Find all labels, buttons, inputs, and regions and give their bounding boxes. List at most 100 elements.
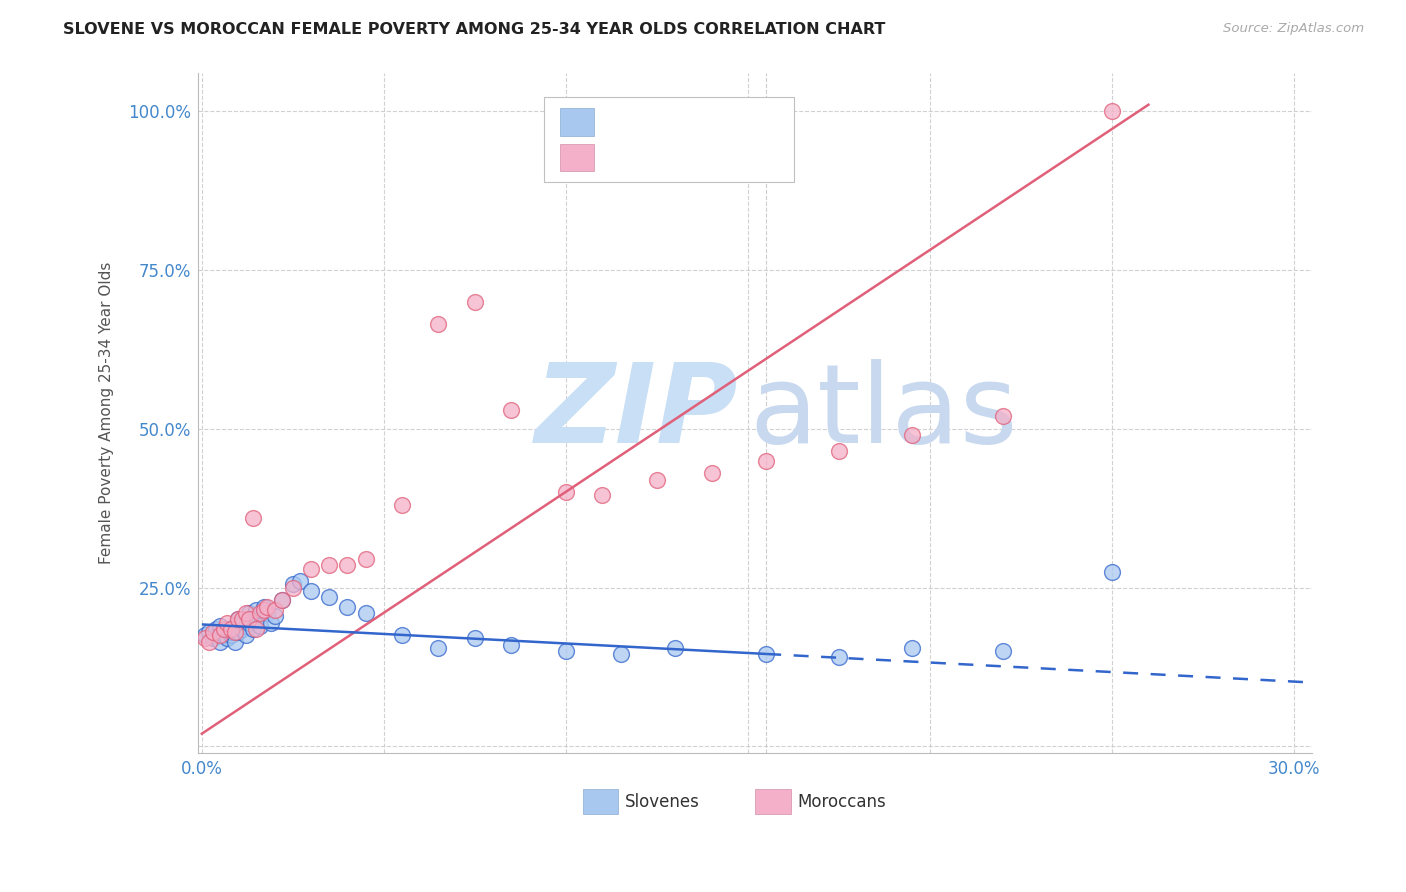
Point (245, 603, 267, 617)
Point (1101, 104, 1123, 119)
Point (336, 558, 359, 573)
Point (900, 428, 922, 442)
Point (219, 622, 242, 636)
Point (318, 558, 340, 573)
Point (238, 615, 260, 630)
Point (554, 485, 576, 500)
Point (208, 628, 231, 642)
Text: ZIP: ZIP (536, 359, 738, 467)
Point (245, 622, 267, 636)
Point (212, 628, 235, 642)
Point (242, 510, 264, 524)
Point (554, 644, 576, 658)
Point (828, 650, 851, 665)
Point (253, 603, 276, 617)
Point (208, 634, 231, 648)
Point (231, 615, 253, 630)
Point (226, 625, 249, 640)
Point (501, 402, 523, 417)
Point (217, 622, 239, 636)
FancyBboxPatch shape (755, 789, 790, 814)
Point (231, 612, 253, 626)
Point (194, 628, 217, 642)
Text: N = 48: N = 48 (721, 114, 782, 129)
Point (198, 634, 221, 648)
Point (235, 628, 257, 642)
Point (201, 625, 224, 640)
Point (299, 583, 322, 598)
Point (288, 574, 311, 589)
Point (609, 647, 631, 661)
Point (194, 632, 217, 646)
Point (391, 498, 413, 512)
Point (253, 599, 276, 614)
Point (299, 561, 322, 575)
Point (238, 606, 260, 620)
Point (464, 632, 486, 646)
Point (755, 647, 778, 661)
Text: Slovenes: Slovenes (624, 793, 700, 811)
Point (242, 622, 264, 636)
Point (271, 593, 294, 607)
Point (263, 603, 285, 617)
Point (226, 612, 249, 626)
Point (217, 632, 239, 646)
FancyBboxPatch shape (560, 144, 593, 171)
Point (645, 473, 668, 487)
Point (249, 606, 271, 620)
Point (201, 632, 224, 646)
Point (354, 606, 377, 620)
Point (226, 612, 249, 626)
Point (464, 294, 486, 309)
Point (336, 599, 359, 614)
Y-axis label: Female Poverty Among 25-34 Year Olds: Female Poverty Among 25-34 Year Olds (100, 261, 114, 564)
Point (256, 599, 278, 614)
Point (427, 317, 450, 331)
Point (212, 622, 235, 636)
Text: SLOVENE VS MOROCCAN FEMALE POVERTY AMONG 25-34 YEAR OLDS CORRELATION CHART: SLOVENE VS MOROCCAN FEMALE POVERTY AMONG… (63, 22, 886, 37)
Point (238, 612, 260, 626)
Point (219, 625, 242, 640)
Point (281, 577, 304, 591)
Text: Moroccans: Moroccans (797, 793, 886, 811)
Point (391, 628, 413, 642)
Text: N = 37: N = 37 (721, 150, 782, 165)
FancyBboxPatch shape (560, 108, 593, 136)
Point (664, 640, 686, 655)
Text: R =  0.809: R = 0.809 (605, 150, 697, 165)
Point (263, 609, 285, 624)
Text: atlas: atlas (749, 359, 1018, 467)
Point (235, 618, 257, 632)
Point (318, 590, 340, 604)
Point (198, 625, 221, 640)
Point (991, 644, 1014, 658)
Text: R = -0.228: R = -0.228 (605, 114, 699, 129)
Point (991, 409, 1014, 423)
Point (271, 593, 294, 607)
Point (591, 488, 613, 502)
Point (755, 453, 778, 467)
Point (245, 612, 267, 626)
Point (256, 606, 278, 620)
Point (700, 467, 723, 481)
Point (354, 552, 377, 566)
Point (231, 622, 253, 636)
Point (1101, 565, 1123, 579)
Point (249, 618, 271, 632)
Point (217, 615, 239, 630)
Point (205, 622, 228, 636)
Text: Source: ZipAtlas.com: Source: ZipAtlas.com (1223, 22, 1364, 36)
Point (427, 640, 450, 655)
Point (828, 444, 851, 458)
Point (235, 606, 257, 620)
FancyBboxPatch shape (544, 96, 794, 182)
Point (224, 634, 246, 648)
Point (900, 640, 922, 655)
FancyBboxPatch shape (582, 789, 619, 814)
Point (281, 581, 304, 595)
Point (501, 638, 523, 652)
Point (224, 618, 246, 632)
Point (224, 625, 246, 640)
Point (260, 615, 283, 630)
Point (208, 618, 231, 632)
